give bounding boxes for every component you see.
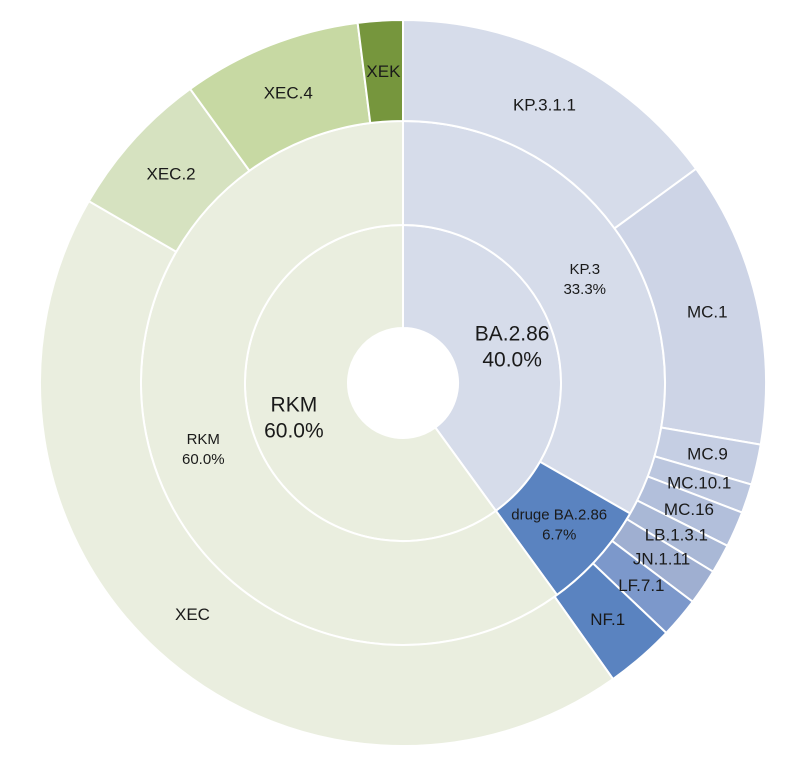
outer-label-lb-1-3-1: LB.1.3.1 [645,525,708,544]
outer-label-xec-4: XEC.4 [264,83,313,102]
outer-label-lf-7-1: LF.7.1 [618,576,664,595]
labels: BA.2.86 40.0% RKM 60.0% KP.3 33.3% druge BA.2.… [147,62,732,629]
outer-label-mc-9: MC.9 [687,444,728,463]
center-hole [348,328,458,438]
inner-label-rkm: RKM 60.0% [264,393,324,442]
outer-label-jn-1-11: JN.1.11 [633,550,690,569]
outer-label-mc-16: MC.16 [664,500,714,519]
outer-label-xek: XEK [366,62,401,81]
outer-label-mc-10-1: MC.10.1 [667,474,731,493]
inner-label-ba-2-86: BA.2.86 40.0% [475,323,550,372]
outer-segment-xek [356,18,404,125]
segments [39,18,767,747]
outer-label-mc-1: MC.1 [687,303,728,322]
middle-label-druge-ba-2-86: druge BA.2.86 6.7% [511,506,607,543]
outer-label-xec-2: XEC.2 [147,165,196,184]
outer-label-kp-3-1-1: KP.3.1.1 [513,95,576,114]
outer-label-nf-1: NF.1 [590,610,625,629]
middle-label-kp-3: KP.3 33.3% [563,261,606,298]
outer-label-xec: XEC [175,605,210,624]
outer-segment-xec [39,199,615,747]
middle-label-rkm: RKM 60.0% [182,431,225,468]
